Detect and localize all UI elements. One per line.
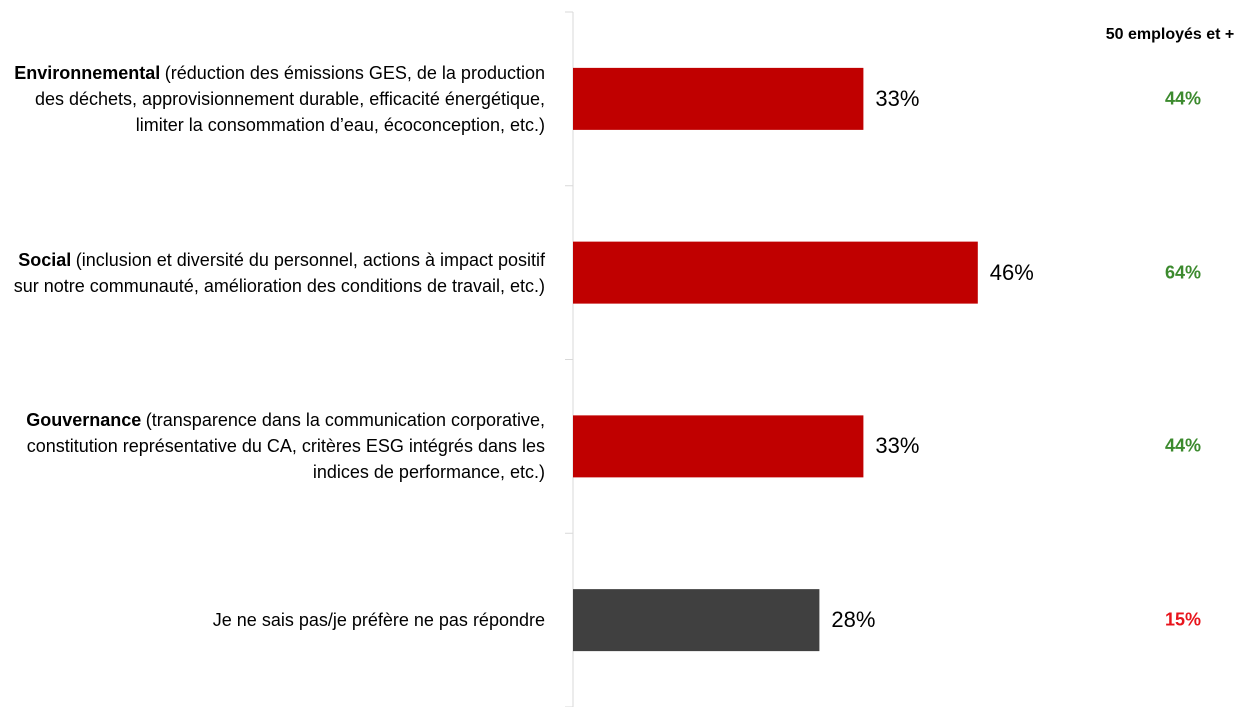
value-label: 33%	[875, 85, 920, 111]
bar	[573, 67, 864, 130]
comparison-value: 44%	[1164, 88, 1202, 109]
comparison-value: 44%	[1164, 435, 1202, 456]
bar	[573, 415, 864, 478]
value-label: 28%	[831, 607, 876, 633]
bar	[573, 241, 978, 304]
category-label: Social (inclusion et diversité du personn…	[5, 247, 545, 299]
value-label: 46%	[989, 259, 1034, 285]
category-detail: (inclusion et diversité du personnel, ac…	[13, 249, 545, 296]
bar	[573, 589, 820, 652]
category-name: Social	[18, 249, 72, 270]
comparison-value: 15%	[1164, 609, 1202, 630]
value-label: 33%	[875, 433, 920, 459]
comparison-title: 50 employés et +	[1105, 26, 1235, 43]
category-label: Je ne sais pas/je préfère ne pas répondr…	[5, 607, 545, 633]
category-detail: (transparence dans la communication corp…	[26, 410, 545, 483]
category-label: Environnemental (réduction des émissions …	[5, 60, 545, 138]
category-detail: (réduction des émissions GES, de la prod…	[34, 62, 545, 135]
category-name: Gouvernance	[26, 410, 142, 431]
category-detail: Je ne sais pas/je préfère ne pas répondr…	[212, 610, 545, 631]
category-name: Environnemental	[14, 62, 161, 83]
category-label: Gouvernance (transparence dans la communi…	[5, 407, 545, 485]
comparison-value: 64%	[1164, 262, 1202, 283]
